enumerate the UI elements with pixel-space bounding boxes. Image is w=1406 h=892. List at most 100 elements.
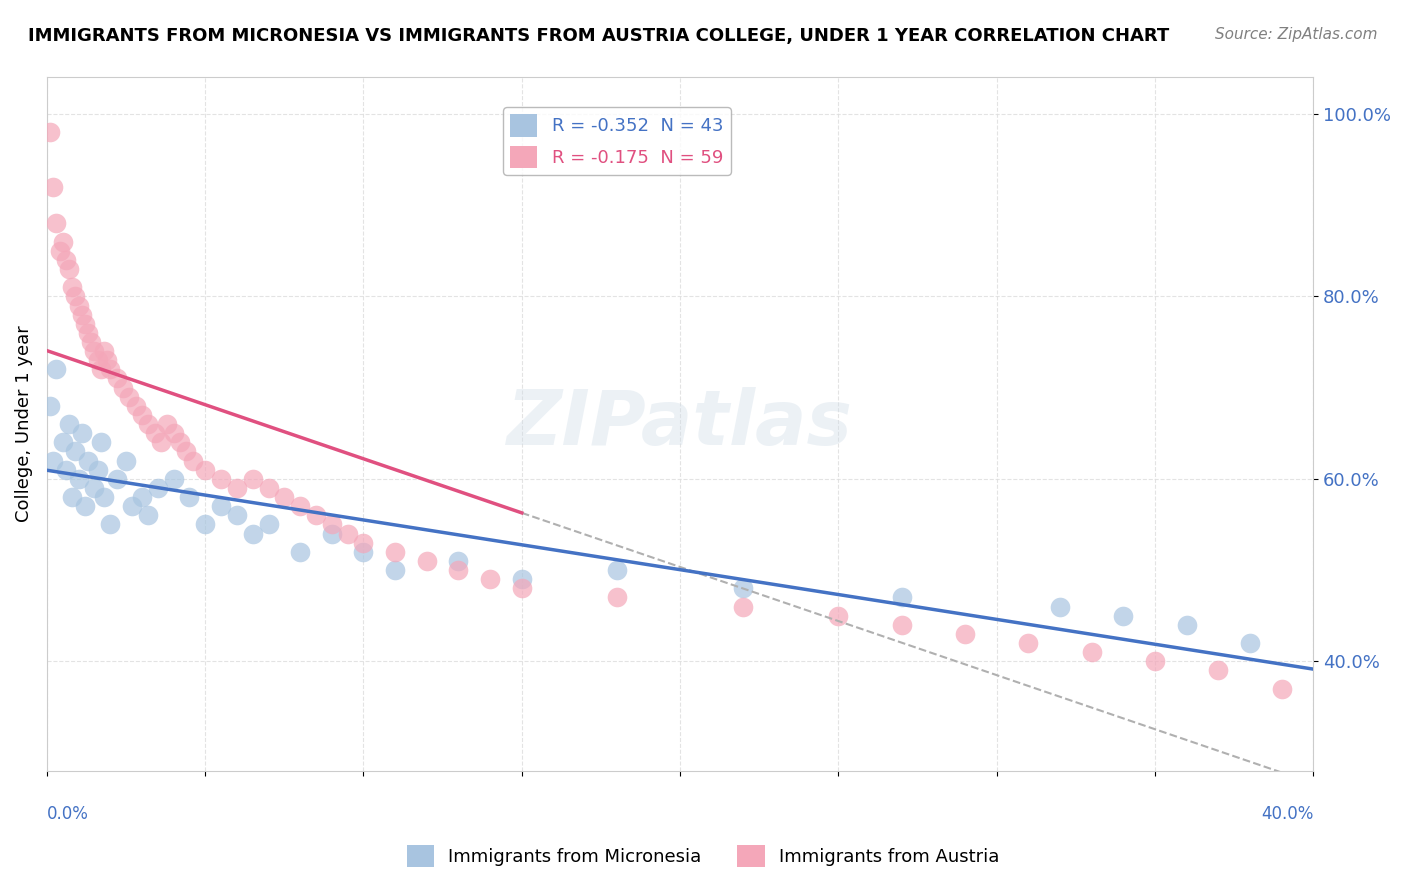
Point [447, 563, 470, 577]
Point [86, 463, 108, 477]
Point [80, 334, 103, 349]
Point [149, 435, 172, 450]
Point [98, 517, 121, 532]
Point [162, 426, 184, 441]
Point [58, 262, 80, 277]
Legend: R = -0.352  N = 43, R = -0.175  N = 59: R = -0.352 N = 43, R = -0.175 N = 59 [503, 107, 731, 175]
Point [96, 353, 118, 368]
Point [93, 344, 115, 359]
Point [111, 381, 134, 395]
Point [136, 508, 159, 523]
Text: 0.0%: 0.0% [46, 805, 89, 823]
Point [60, 280, 83, 294]
Point [39, 399, 62, 413]
Point [65, 289, 87, 303]
Point [67, 298, 90, 312]
Point [288, 499, 311, 513]
Point [55, 463, 77, 477]
Point [45, 216, 67, 230]
Point [90, 435, 112, 450]
Point [1080, 645, 1102, 659]
Point [225, 481, 247, 495]
Point [65, 444, 87, 458]
Point [733, 582, 755, 596]
Point [98, 362, 121, 376]
Point [52, 435, 75, 450]
Point [60, 490, 83, 504]
Text: IMMIGRANTS FROM MICRONESIA VS IMMIGRANTS FROM AUSTRIA COLLEGE, UNDER 1 YEAR CORR: IMMIGRANTS FROM MICRONESIA VS IMMIGRANTS… [28, 27, 1170, 45]
Point [890, 591, 912, 605]
Point [105, 371, 128, 385]
Point [321, 526, 343, 541]
Point [953, 627, 976, 641]
Point [42, 453, 65, 467]
Text: 40.0%: 40.0% [1261, 805, 1313, 823]
Point [606, 563, 628, 577]
Point [890, 617, 912, 632]
Point [146, 481, 169, 495]
Point [209, 499, 232, 513]
Point [336, 526, 359, 541]
Point [39, 125, 62, 139]
Point [115, 453, 138, 467]
Point [162, 472, 184, 486]
Point [70, 426, 93, 441]
Point [48, 244, 70, 258]
Point [93, 490, 115, 504]
Point [105, 472, 128, 486]
Point [77, 326, 100, 340]
Point [305, 508, 328, 523]
Text: ZIPatlas: ZIPatlas [508, 387, 853, 461]
Point [827, 608, 849, 623]
Point [86, 353, 108, 368]
Point [77, 453, 100, 467]
Point [143, 426, 166, 441]
Point [1143, 654, 1166, 668]
Point [52, 235, 75, 249]
Point [1112, 608, 1135, 623]
Point [83, 481, 105, 495]
Point [67, 472, 90, 486]
Point [1206, 664, 1229, 678]
Point [194, 463, 217, 477]
Point [257, 481, 280, 495]
Point [1049, 599, 1071, 614]
Point [288, 545, 311, 559]
Point [242, 526, 264, 541]
Point [1271, 681, 1294, 696]
Point [384, 545, 406, 559]
Point [73, 317, 96, 331]
Point [194, 517, 217, 532]
Point [384, 563, 406, 577]
Point [733, 599, 755, 614]
Point [510, 572, 533, 586]
Point [45, 362, 67, 376]
Point [321, 517, 343, 532]
Point [447, 554, 470, 568]
Point [58, 417, 80, 431]
Point [1017, 636, 1039, 650]
Point [181, 453, 204, 467]
Point [174, 444, 197, 458]
Point [136, 417, 159, 431]
Point [179, 490, 201, 504]
Y-axis label: College, Under 1 year: College, Under 1 year [15, 326, 32, 523]
Point [606, 591, 628, 605]
Point [1239, 636, 1261, 650]
Point [121, 499, 143, 513]
Point [156, 417, 179, 431]
Point [479, 572, 502, 586]
Point [353, 545, 375, 559]
Point [225, 508, 247, 523]
Point [55, 252, 77, 267]
Point [131, 408, 153, 422]
Point [118, 390, 141, 404]
Point [169, 435, 191, 450]
Point [83, 344, 105, 359]
Point [90, 362, 112, 376]
Point [70, 308, 93, 322]
Text: Source: ZipAtlas.com: Source: ZipAtlas.com [1215, 27, 1378, 42]
Point [209, 472, 232, 486]
Point [242, 472, 264, 486]
Legend: Immigrants from Micronesia, Immigrants from Austria: Immigrants from Micronesia, Immigrants f… [399, 838, 1007, 874]
